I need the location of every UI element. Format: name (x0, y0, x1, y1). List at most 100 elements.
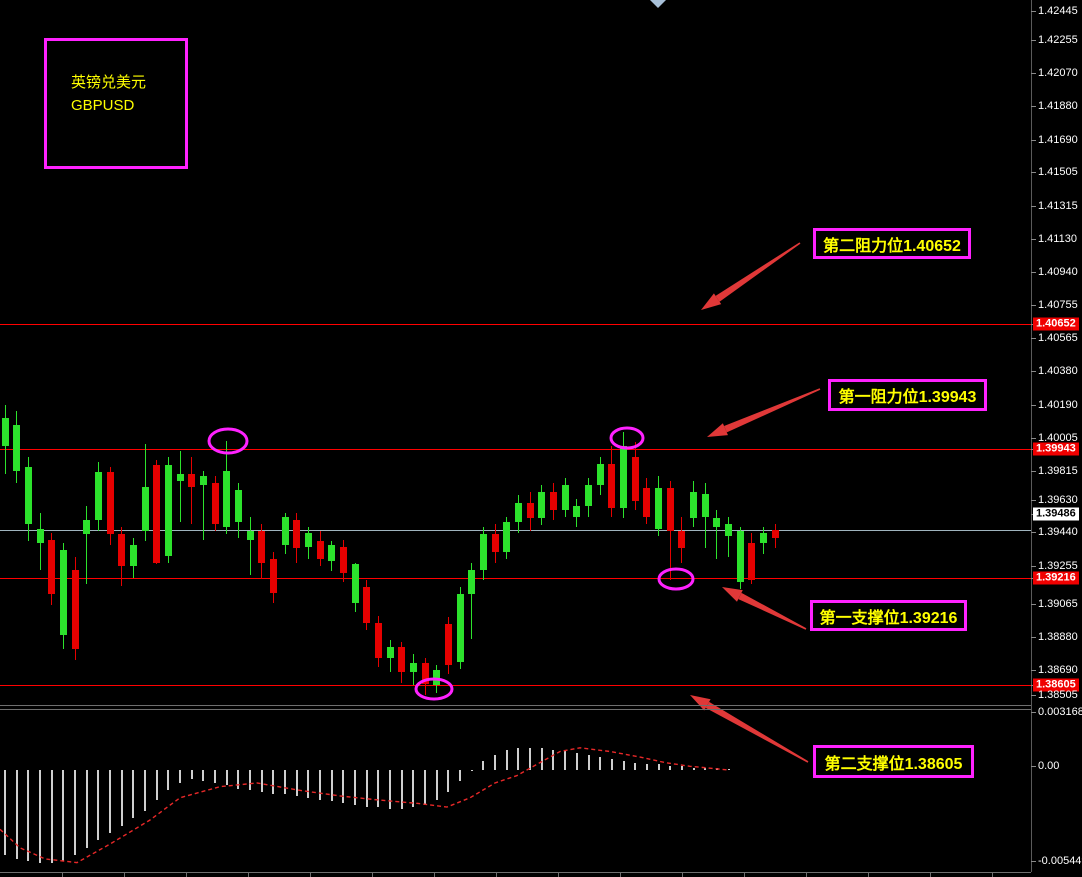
bull-candle-body (164, 465, 172, 556)
axis-tick-dash (1031, 670, 1036, 671)
chart-shift-marker[interactable] (650, 0, 666, 8)
bear-candle-body (374, 622, 382, 658)
price-axis-label: 1.38880 (1038, 631, 1078, 643)
price-axis-label: 1.40190 (1038, 399, 1078, 411)
axis-tick-dash (1031, 500, 1036, 501)
axis-tick-dash (1031, 405, 1036, 406)
bull-candle-body (585, 484, 592, 507)
bull-candle-body (701, 493, 709, 517)
support-resistance-line (0, 324, 1031, 325)
support-resistance-line (0, 578, 1031, 579)
axis-tick-dash (1031, 206, 1036, 207)
time-axis-tick (992, 873, 993, 877)
price-axis[interactable]: 1.42445 1.42255 1.42070 1.41880 1.41690 1.415… (1031, 0, 1082, 877)
bear-candle-body (771, 529, 779, 538)
candle-wick (728, 516, 730, 558)
time-axis-tick (310, 873, 311, 877)
time-axis-tick (496, 873, 497, 877)
bull-candle-body (736, 530, 744, 583)
symbol-title-box: 英镑兑美元 GBPUSD (44, 38, 188, 169)
price-axis-label: 1.38505 (1038, 689, 1078, 701)
bull-candle-body (94, 472, 102, 521)
axis-tick-dash (1031, 272, 1036, 273)
bull-candle-body (141, 486, 149, 531)
candle-wick (471, 562, 473, 639)
bull-candle-body (351, 564, 359, 604)
bear-candle-body (666, 488, 674, 531)
price-axis-label: 1.40755 (1038, 299, 1078, 311)
bull-candle-body (1, 417, 9, 446)
time-axis-tick (248, 873, 249, 877)
bear-candle-body (526, 502, 534, 519)
axis-tick-dash (1031, 712, 1036, 713)
bear-candle-body (421, 663, 429, 685)
time-axis-tick (372, 873, 373, 877)
bull-candle-body (538, 491, 546, 519)
candle-wick (191, 456, 193, 524)
axis-tick-dash (1031, 861, 1036, 862)
bull-candle-body (456, 594, 464, 662)
bear-candle-body (118, 534, 126, 567)
symbol-name-cn: 英镑兑美元 (71, 74, 147, 91)
price-axis-label: 1.42070 (1038, 67, 1078, 79)
bull-candle-body (24, 467, 32, 524)
bull-candle-body (503, 521, 511, 552)
bear-candle-body (643, 488, 651, 517)
candle-wick (179, 451, 181, 522)
axis-tick-dash (1031, 695, 1036, 696)
bear-candle-body (48, 539, 56, 595)
bear-candle-body (549, 491, 557, 510)
time-axis-tick (682, 873, 683, 877)
axis-tick-dash (1031, 371, 1036, 372)
price-axis-label: 1.39943 (1033, 442, 1079, 456)
osma-histogram-bar (727, 769, 730, 771)
time-axis-tick (186, 873, 187, 877)
axis-tick-dash (1031, 338, 1036, 339)
time-axis-tick (434, 873, 435, 877)
bear-candle-body (398, 647, 406, 673)
axis-tick-dash (1031, 438, 1036, 439)
price-axis-label: 1.39440 (1038, 526, 1078, 538)
bear-candle-body (258, 530, 266, 563)
candle-wick (669, 481, 671, 581)
price-axis-label: 1.39630 (1038, 494, 1078, 506)
bear-candle-body (269, 559, 277, 593)
bear-candle-body (678, 530, 686, 549)
bull-candle-body (36, 529, 44, 544)
axis-tick-dash (1031, 305, 1036, 306)
axis-tick-dash (1031, 73, 1036, 74)
price-axis-label: 1.40652 (1033, 317, 1079, 331)
axis-tick-dash (1031, 471, 1036, 472)
pane-separator-line (0, 709, 1082, 710)
bull-candle-body (690, 491, 698, 519)
axis-tick-dash (1031, 172, 1036, 173)
axis-tick-dash (1031, 239, 1036, 240)
bear-candle-body (188, 474, 196, 487)
bull-candle-body (129, 544, 137, 567)
bull-candle-body (328, 544, 336, 561)
candle-wick (202, 470, 204, 540)
candle-wick (86, 506, 88, 584)
price-axis-label: 1.39255 (1038, 560, 1078, 572)
time-axis-tick (930, 873, 931, 877)
price-axis-label: 1.41690 (1038, 134, 1078, 146)
bull-candle-body (386, 647, 394, 658)
indicator-axis-label: -0.005449 (1038, 855, 1082, 867)
annotation-label-resistance2: 第二阻力位1.40652 (813, 228, 971, 259)
axis-tick-dash (1031, 140, 1036, 141)
axis-tick-dash (1031, 106, 1036, 107)
bear-candle-body (608, 463, 616, 508)
bull-candle-body (655, 488, 663, 530)
bull-candle-body (246, 530, 254, 540)
bull-candle-body (596, 463, 604, 485)
annotation-label-resistance1: 第一阻力位1.39943 (828, 379, 987, 411)
bull-candle-body (409, 663, 417, 673)
bull-candle-body (176, 474, 184, 482)
bear-candle-body (363, 587, 371, 623)
bull-candle-body (199, 476, 207, 485)
bull-candle-body (83, 520, 91, 535)
time-axis-tick (558, 873, 559, 877)
time-axis-tick (744, 873, 745, 877)
bear-candle-body (339, 546, 347, 574)
